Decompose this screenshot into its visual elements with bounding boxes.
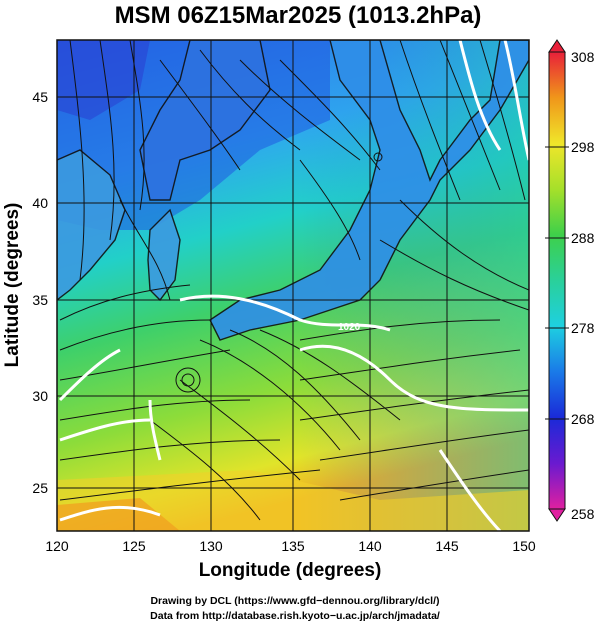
colorbar-tick-label: 278 [571,320,595,336]
isobars [58,40,529,531]
x-axis-label: Longitude (degrees) [199,560,382,581]
colorbar-tick-label: 288 [571,230,595,246]
colorbar-top-arrow [548,39,566,53]
x-axis-ticks: 120 125 130 135 140 145 150 [45,538,536,554]
colorbar-tick-label: 268 [571,411,595,427]
y-tick-label: 30 [32,388,48,404]
x-tick-label: 125 [122,538,146,554]
colorbar: 308 298 288 278 268 258 [545,39,595,522]
x-tick-label: 130 [199,538,223,554]
y-tick-label: 40 [32,195,48,211]
chart-title: MSM 06Z15Mar2025 (1013.2hPa) [115,2,482,29]
x-tick-label: 135 [281,538,305,554]
colorbar-bottom-arrow [548,508,566,522]
plot-frame [56,39,530,532]
credit-line: Data from http://database.rish.kyoto−u.a… [150,610,440,622]
x-tick-label: 145 [435,538,459,554]
credit-line: Drawing by DCL (https://www.gfd−dennou.o… [150,595,439,607]
y-axis-label: Latitude (degrees) [2,203,23,368]
colorbar-tick-label: 298 [571,139,595,155]
graticule [57,40,529,531]
y-tick-label: 45 [32,89,48,105]
colorbar-tick-label: 308 [571,49,595,65]
isobar-label: 1020 [338,322,361,333]
y-axis-ticks: 45 40 35 30 25 [32,89,48,496]
x-tick-label: 150 [512,538,536,554]
colorbar-tick-label: 258 [571,506,595,522]
temperature-field: 1020 [57,40,529,531]
y-tick-label: 25 [32,480,48,496]
y-tick-label: 35 [32,292,48,308]
colorbar-ticks: 308 298 288 278 268 258 [571,49,595,522]
x-tick-label: 140 [358,538,382,554]
x-tick-label: 120 [45,538,69,554]
